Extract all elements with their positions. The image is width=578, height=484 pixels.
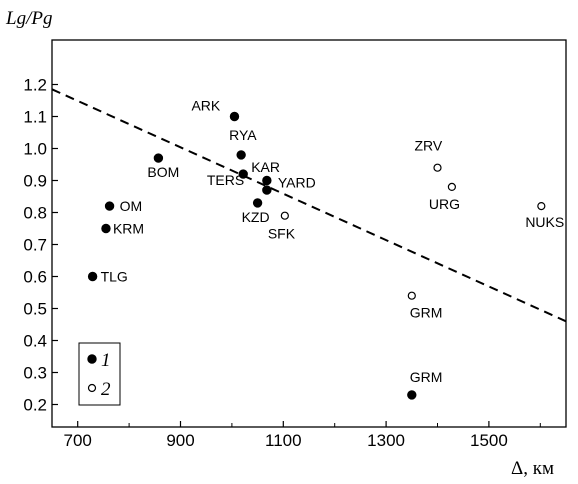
- legend: 1 2: [78, 342, 121, 406]
- y-tick-label: 1.2: [23, 76, 47, 95]
- point-marker-kar: [238, 169, 248, 179]
- point-marker-nuks: [537, 202, 546, 211]
- legend-marker-open: [87, 383, 97, 393]
- x-ticks: 700 900 1100 1300 1500: [64, 421, 541, 450]
- x-tick-label: 700: [64, 431, 92, 450]
- legend-marker-filled: [87, 354, 97, 364]
- x-tick-label: 1500: [470, 431, 508, 450]
- y-tick-label: 0.7: [23, 236, 47, 255]
- point-marker-urg: [447, 182, 456, 191]
- x-axis-title: Δ, км: [511, 458, 554, 479]
- point-marker-sfk: [280, 211, 289, 220]
- y-tick-label: 0.2: [23, 396, 47, 415]
- point-marker-yard: [262, 175, 272, 186]
- point-marker-zrv: [433, 163, 442, 172]
- y-axis-title: Lg/Pg: [5, 8, 52, 29]
- point-label-krm: KRM: [113, 221, 144, 237]
- point-label-urg: URG: [429, 196, 460, 212]
- legend-box: [78, 342, 121, 406]
- y-tick-label: 0.6: [23, 268, 47, 287]
- y-tick-label: 0.5: [23, 300, 47, 319]
- point-label-ark: ARK: [191, 98, 220, 114]
- y-tick-label: 1.1: [23, 108, 47, 127]
- point-marker-rya: [236, 150, 246, 160]
- y-ticks: 0.2 0.3 0.4 0.5 0.6 0.7 0.8 0.9 1.0 1.1 1.2: [23, 76, 58, 415]
- y-tick-label: 0.3: [23, 364, 47, 383]
- y-tick-label: 0.9: [23, 172, 47, 191]
- legend-label-1: 1: [101, 350, 111, 371]
- point-label-sfk: SFK: [268, 226, 296, 242]
- point-marker-ark: [229, 111, 240, 122]
- legend-label-2: 2: [101, 379, 111, 400]
- point-marker-bom: [153, 153, 164, 163]
- point-label-ters: TERS: [207, 172, 244, 188]
- y-tick-label: 0.4: [23, 332, 47, 351]
- x-tick-label: 1300: [367, 431, 405, 450]
- point-label-om: OM: [120, 198, 143, 214]
- point-label-zrv: ZRV: [415, 138, 443, 154]
- plot-frame: [51, 39, 567, 428]
- point-marker-kzd: [252, 198, 263, 208]
- y-axis-title-text: Lg/Pg: [5, 8, 52, 29]
- point-label-tlg: TLG: [101, 269, 128, 285]
- point-label-grm: GRM: [410, 369, 443, 385]
- x-tick-label: 900: [166, 431, 194, 450]
- point-marker-ters: [262, 185, 272, 195]
- point-label-kar: KAR: [251, 159, 280, 175]
- point-label-yard: YARD: [278, 175, 316, 191]
- point-label-kzd: KZD: [242, 209, 270, 225]
- y-tick-label: 0.8: [23, 204, 47, 223]
- point-marker-grm: [407, 291, 416, 300]
- point-label-nuks: NUKS: [525, 214, 564, 230]
- trend-line: [51, 88, 567, 323]
- point-label-rya: RYA: [229, 127, 257, 143]
- point-marker-krm: [101, 223, 111, 234]
- x-tick-label: 1100: [265, 431, 302, 450]
- y-tick-label: 1.0: [23, 140, 47, 159]
- point-marker-grm: [407, 390, 417, 400]
- point-marker-om: [104, 201, 115, 211]
- point-marker-tlg: [87, 271, 98, 282]
- point-label-grm: GRM: [410, 305, 443, 321]
- point-label-bom: BOM: [147, 164, 179, 180]
